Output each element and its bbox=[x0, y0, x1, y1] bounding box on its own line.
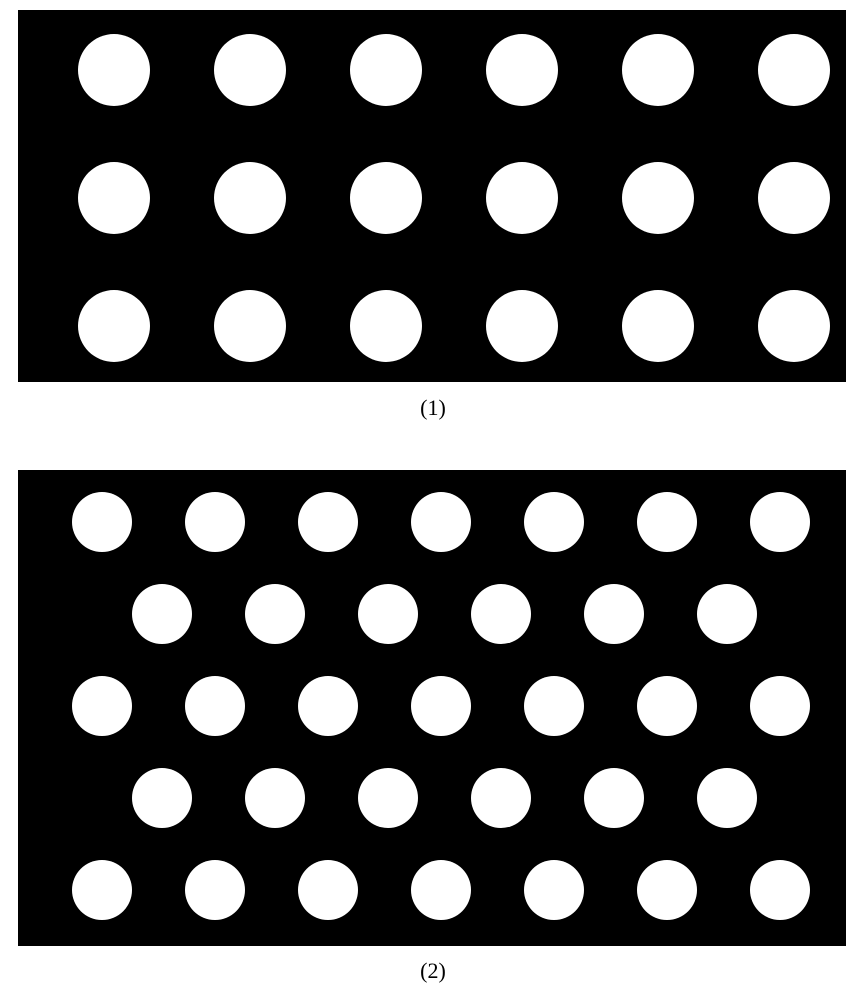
dot bbox=[524, 492, 584, 552]
dot bbox=[185, 676, 245, 736]
dot bbox=[214, 290, 286, 362]
dot bbox=[358, 584, 418, 644]
dot bbox=[758, 162, 830, 234]
dot bbox=[298, 860, 358, 920]
dot bbox=[758, 34, 830, 106]
dot bbox=[471, 584, 531, 644]
panel-2 bbox=[18, 470, 846, 946]
dot bbox=[622, 162, 694, 234]
dot bbox=[350, 290, 422, 362]
dot bbox=[524, 860, 584, 920]
panel-1-caption-text: (1) bbox=[420, 395, 446, 420]
dot bbox=[298, 492, 358, 552]
dot bbox=[584, 584, 644, 644]
dot bbox=[637, 492, 697, 552]
dot bbox=[697, 584, 757, 644]
dot bbox=[750, 676, 810, 736]
figure-page: (1) (2) bbox=[0, 0, 866, 1000]
dot bbox=[132, 584, 192, 644]
panel-1 bbox=[18, 10, 846, 382]
dot bbox=[358, 768, 418, 828]
dot bbox=[622, 34, 694, 106]
dot bbox=[411, 676, 471, 736]
dot bbox=[750, 492, 810, 552]
panel-1-caption: (1) bbox=[0, 395, 866, 425]
dot bbox=[750, 860, 810, 920]
dot bbox=[214, 162, 286, 234]
dot bbox=[486, 34, 558, 106]
dot bbox=[132, 768, 192, 828]
dot bbox=[185, 492, 245, 552]
panel-2-caption: (2) bbox=[0, 958, 866, 988]
dot bbox=[637, 676, 697, 736]
dot bbox=[245, 584, 305, 644]
dot bbox=[637, 860, 697, 920]
dot bbox=[214, 34, 286, 106]
dot bbox=[72, 860, 132, 920]
dot bbox=[486, 290, 558, 362]
dot bbox=[72, 492, 132, 552]
dot bbox=[185, 860, 245, 920]
dot bbox=[78, 162, 150, 234]
panel-2-caption-text: (2) bbox=[420, 958, 446, 983]
dot bbox=[350, 34, 422, 106]
dot bbox=[471, 768, 531, 828]
dot bbox=[298, 676, 358, 736]
dot bbox=[245, 768, 305, 828]
dot bbox=[350, 162, 422, 234]
dot bbox=[697, 768, 757, 828]
dot bbox=[78, 34, 150, 106]
dot bbox=[524, 676, 584, 736]
dot bbox=[72, 676, 132, 736]
dot bbox=[584, 768, 644, 828]
dot bbox=[486, 162, 558, 234]
dot bbox=[411, 492, 471, 552]
dot bbox=[758, 290, 830, 362]
dot bbox=[78, 290, 150, 362]
dot bbox=[411, 860, 471, 920]
dot bbox=[622, 290, 694, 362]
